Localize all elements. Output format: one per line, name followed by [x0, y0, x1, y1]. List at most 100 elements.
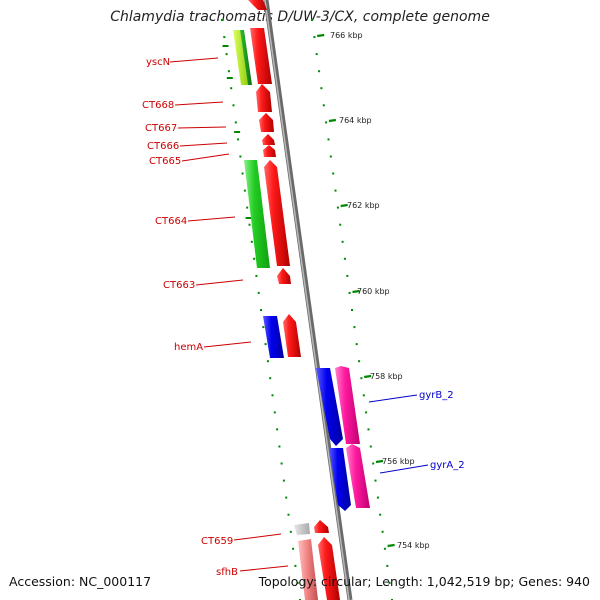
- gene-hemA-forward[interactable]: [283, 314, 301, 357]
- gene-CT663-forward[interactable]: [277, 268, 291, 284]
- gene-forward-top[interactable]: [248, 0, 267, 10]
- inner-circle-dot: [280, 462, 283, 465]
- outer-circle-dot: [334, 189, 337, 192]
- scale-tick: [340, 203, 348, 208]
- inner-circle-dot: [266, 360, 269, 363]
- outer-circle-dot: [318, 70, 321, 73]
- outer-dotted-circle: [311, 19, 393, 600]
- inner-circle-dot: [262, 326, 265, 329]
- gene-yscN[interactable]: [233, 30, 252, 85]
- outer-circle-dot: [320, 87, 323, 90]
- inner-circle-dot: [276, 428, 279, 431]
- map-title: Chlamydia trachomatis D/UW-3/CX, complet…: [110, 9, 490, 25]
- inner-circle-dot: [223, 36, 226, 39]
- outer-circle-dot: [311, 19, 313, 21]
- summary-text: Topology: circular; Length: 1,042,519 bp…: [258, 574, 590, 589]
- outer-circle-dot: [376, 496, 379, 499]
- gene-CT666-forward[interactable]: [262, 134, 275, 145]
- outer-circle-dot: [341, 240, 344, 243]
- gene-CT665-forward[interactable]: [263, 145, 276, 157]
- accession-text: Accession: NC_000117: [9, 574, 152, 589]
- outer-circle-dot: [379, 513, 382, 516]
- gene-gyrB_2-reverse[interactable]: [316, 368, 343, 446]
- gene-CT659-forward[interactable]: [314, 520, 329, 533]
- outer-circle-dot: [367, 428, 370, 431]
- outer-circle-dot: [358, 360, 361, 363]
- label-CT664: CT664: [155, 216, 187, 227]
- inner-circle-dot: [278, 445, 281, 448]
- label-gyrA_2: gyrA_2: [430, 460, 465, 471]
- outer-circle-dot: [351, 309, 353, 311]
- outer-circle-dot: [372, 462, 375, 465]
- inner-circle-dot: [273, 411, 276, 414]
- gene-sfhB-forward[interactable]: [318, 537, 340, 600]
- inner-circle-dot: [248, 223, 251, 226]
- outer-circle-dot: [355, 343, 358, 346]
- tick-label-758: 758 kbp: [370, 372, 403, 381]
- outer-circle-dot: [353, 326, 356, 329]
- inner-circle-dot: [269, 377, 272, 380]
- tick-label-762: 762 kbp: [347, 201, 380, 210]
- outer-circle-dot: [313, 36, 316, 39]
- inner-circle-dot: [292, 547, 295, 550]
- scale-tick: [387, 543, 395, 548]
- inner-circle-dot: [239, 155, 242, 158]
- outer-circle-dot: [343, 257, 346, 260]
- tick-label-766: 766 kbp: [330, 31, 363, 40]
- inner-circle-dot: [237, 138, 240, 141]
- outer-circle-dot: [322, 104, 325, 107]
- scale-tick: [328, 118, 337, 123]
- scale-tick: [375, 459, 384, 464]
- gene-gyrB_2-forward[interactable]: [335, 366, 360, 444]
- inner-circle-dot: [264, 343, 267, 346]
- label-yscN: yscN: [146, 57, 170, 68]
- inner-circle-dot: [232, 104, 235, 107]
- gene-CT664-reverse[interactable]: [244, 160, 270, 268]
- gene-sfhB-light[interactable]: [298, 539, 318, 600]
- tick-label-764: 764 kbp: [339, 116, 372, 125]
- outer-circle-dot: [339, 223, 342, 226]
- genome-backbone: [263, 0, 353, 600]
- outer-circle-dot: [388, 581, 391, 584]
- gene-gyrA_2-reverse[interactable]: [329, 448, 351, 511]
- genome-backbone-highlight: [264, 0, 350, 600]
- outer-circle-dot: [381, 530, 384, 533]
- outer-circle-dot: [383, 547, 386, 550]
- inner-circle-dot: [250, 240, 253, 243]
- gene-CT667-forward[interactable]: [259, 113, 274, 132]
- inner-circle-dot: [296, 581, 299, 584]
- outer-circle-dot: [369, 445, 372, 448]
- outer-circle-dot: [332, 172, 335, 175]
- scale-tick: [364, 374, 372, 379]
- label-CT667: CT667: [145, 123, 177, 134]
- inner-circle-dot: [260, 309, 262, 311]
- label-CT665: CT665: [149, 156, 181, 167]
- inner-circle-dot: [287, 513, 290, 516]
- label-CT668: CT668: [142, 100, 174, 111]
- inner-circle-dot: [257, 291, 260, 294]
- inner-circle-dot: [227, 70, 230, 73]
- label-hemA: hemA: [174, 342, 203, 353]
- label-sfhB: sfhB: [216, 567, 238, 578]
- inner-circle-dot: [294, 564, 297, 567]
- gene-CT664-forward[interactable]: [264, 160, 290, 266]
- outer-circle-dot: [325, 121, 328, 124]
- inner-dotted-circle: [221, 19, 301, 600]
- inner-circle-dot: [285, 496, 288, 499]
- outer-circle-dot: [360, 377, 363, 380]
- outer-circle-dot: [362, 394, 365, 397]
- gene-CT659-grey[interactable]: [294, 523, 310, 535]
- gene-CT668-forward[interactable]: [256, 84, 272, 112]
- gene-CT-top-forward[interactable]: [250, 28, 272, 84]
- inner-circle-dot: [225, 53, 228, 56]
- outer-circle-dot: [327, 138, 330, 141]
- inner-circle-dot: [246, 206, 249, 209]
- label-CT663: CT663: [163, 280, 195, 291]
- scale-tick: [352, 289, 360, 294]
- gene-hemA-reverse[interactable]: [263, 316, 284, 358]
- inner-circle-dot: [282, 479, 285, 482]
- inner-circle-dot: [230, 87, 233, 90]
- inner-circle-dot: [221, 19, 223, 21]
- gene-gyrA_2-forward[interactable]: [346, 444, 370, 508]
